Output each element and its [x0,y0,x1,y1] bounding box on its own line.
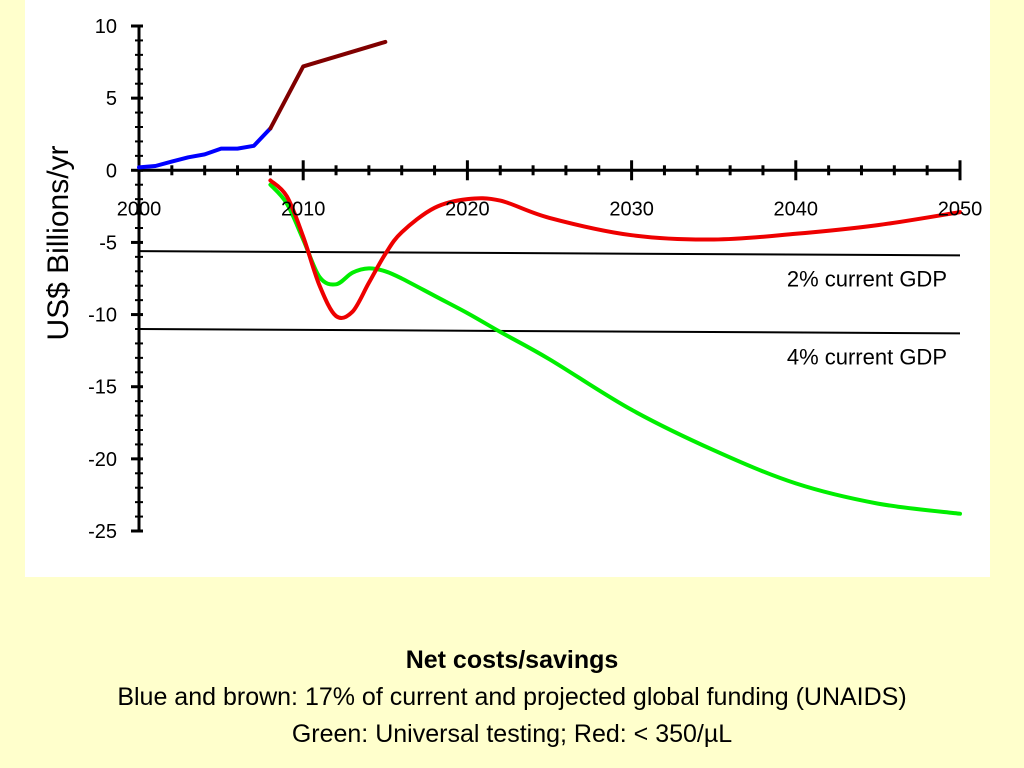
y-tick-label: -25 [88,521,117,543]
reference-lines: 2% current GDP 4% current GDP [138,250,961,369]
x-tick-label: 2030 [609,198,654,220]
y-tick-label: -10 [88,305,117,327]
reference-line-2 [138,328,961,335]
series-lines [137,39,962,516]
y-tick-label: 5 [106,88,117,110]
blue-series-line [137,126,273,170]
caption-line-2: Green: Universal testing; Red: < 350/µL [291,720,733,748]
caption: Net costs/savings Blue and brown: 17% of… [0,642,1024,753]
caption-title: Net costs/savings [405,646,619,674]
y-tick-label: -20 [88,449,117,471]
chart-svg: 2% current GDP 4% current GDP 10 5 0 -5 -10 -1… [42,16,982,543]
caption-line-1: Blue and brown: 17% of current and proje… [117,683,907,711]
red-series-line [268,178,962,320]
green-series-line [268,182,962,516]
y-tick-label: -15 [88,377,117,399]
y-tick-label: -5 [99,232,117,254]
x-tick-label: 2000 [117,198,162,220]
y-tick-label: 0 [106,160,117,182]
chart-panel: 2% current GDP 4% current GDP 10 5 0 -5 -10 -1… [25,0,990,577]
tick-labels: 10 5 0 -5 -10 -15 -20 -25 2000 2010 2020 2030 2040 20… [42,16,982,543]
brown-series-line [268,39,388,131]
x-tick-label: 2020 [445,198,490,220]
x-tick-label: 2040 [774,198,819,220]
x-tick-label: 2050 [938,198,983,220]
reference-label-1: 2% current GDP [787,266,947,291]
axes [131,24,962,533]
y-tick-label: 10 [95,16,117,38]
y-axis-title: US$ Billions/yr [42,145,75,340]
reference-line-1 [138,250,961,257]
reference-label-2: 4% current GDP [787,344,947,369]
x-tick-label: 2010 [281,198,326,220]
